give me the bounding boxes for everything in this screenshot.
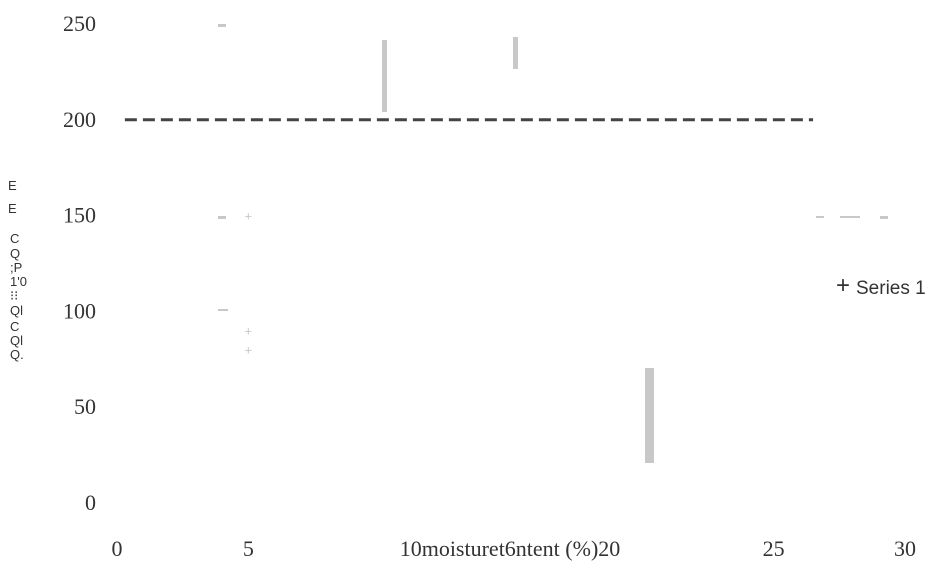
y-tick-label: 150	[63, 203, 96, 228]
x-tick-label: 30	[894, 536, 916, 561]
artifact	[513, 37, 518, 69]
artifact	[880, 216, 888, 219]
legend-label-series-1: Series 1	[856, 278, 926, 299]
x-tick-label: 25	[763, 536, 785, 561]
svg-text:E: E	[8, 178, 17, 193]
svg-text:Q: Q	[10, 246, 20, 261]
x-tick-label: 0	[112, 536, 123, 561]
y-tick-label: 0	[85, 490, 96, 515]
y-axis-ticks: 0 50 100 150 200 250	[63, 11, 96, 515]
x-axis-ticks: 0 5 25 30	[112, 536, 917, 561]
artifact	[218, 216, 226, 219]
artifact	[645, 368, 654, 463]
svg-text:C: C	[10, 319, 19, 334]
faint-artifacts	[218, 24, 888, 463]
svg-text:Ql: Ql	[10, 333, 23, 348]
artifact	[382, 40, 387, 112]
artifact	[218, 309, 228, 311]
x-axis-label: 10moisturet6ntent (%)20	[400, 536, 621, 561]
x-tick-label: 5	[243, 536, 254, 561]
svg-text:Q.: Q.	[10, 347, 24, 362]
y-tick-label: 100	[63, 298, 96, 323]
y-tick-label: 200	[63, 107, 96, 132]
data-point: +	[245, 209, 253, 224]
y-tick-label: 250	[63, 11, 96, 36]
y-axis-label: E E C Q ;P 1'0 ⁝⁝ Ql C Ql Q.	[8, 178, 27, 362]
legend-marker-icon: +	[836, 272, 850, 299]
data-points: + + +	[245, 209, 253, 358]
svg-text:E: E	[8, 201, 17, 216]
artifact	[840, 216, 860, 218]
legend: + Series 1	[836, 272, 926, 299]
data-point: +	[245, 343, 253, 358]
svg-text:⁝⁝: ⁝⁝	[10, 288, 18, 303]
data-point: +	[245, 324, 253, 339]
svg-text:1'0: 1'0	[10, 274, 27, 289]
y-tick-label: 50	[74, 394, 96, 419]
artifact	[816, 216, 824, 218]
svg-text:;P: ;P	[10, 260, 22, 275]
svg-text:Ql: Ql	[10, 303, 23, 318]
artifact	[218, 24, 226, 27]
svg-text:C: C	[10, 231, 19, 246]
